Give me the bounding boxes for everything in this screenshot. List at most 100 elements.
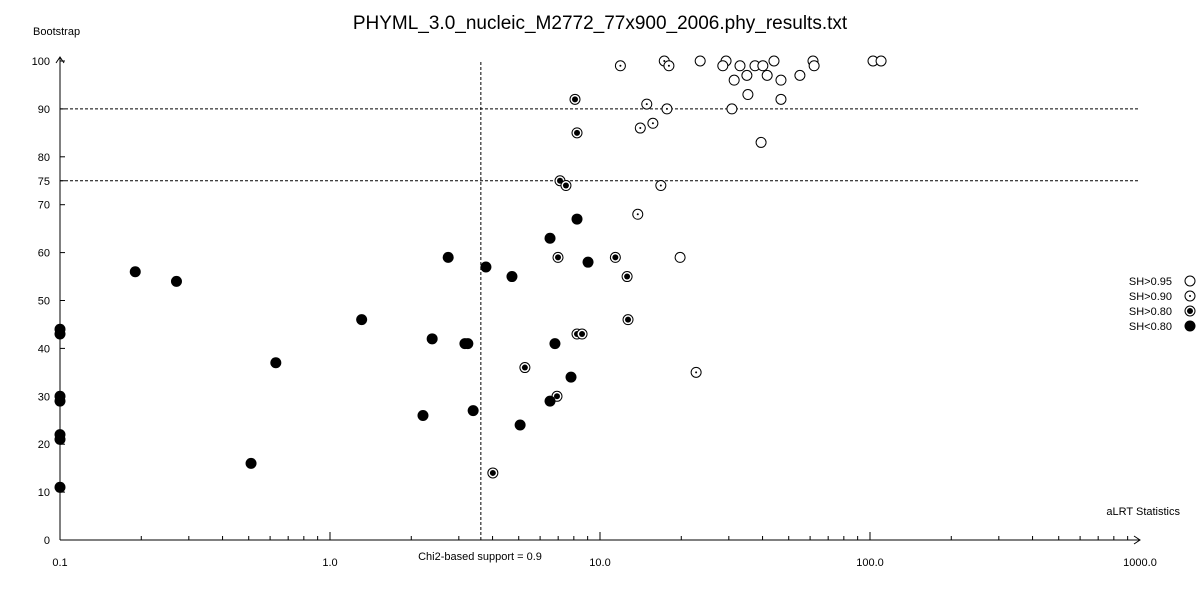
y-tick-label: 70 <box>38 200 50 212</box>
center-dot <box>572 96 579 103</box>
center-dot <box>562 182 569 189</box>
y-tick-label: 20 <box>38 439 50 451</box>
data-point <box>690 366 702 378</box>
x-axis-label: aLRT Statistics <box>1106 506 1180 518</box>
center-dot <box>665 107 668 110</box>
circle-marker <box>742 89 754 101</box>
legend-label: SH<0.80 <box>1129 321 1172 333</box>
data-point <box>632 208 644 220</box>
y-tick-label: 90 <box>38 104 50 116</box>
filled-circle-marker <box>170 275 182 287</box>
center-dot <box>639 127 642 130</box>
y-tick-label: 100 <box>32 56 50 68</box>
data-point <box>506 271 518 283</box>
legend-marker <box>1184 290 1196 302</box>
data-point <box>467 405 479 417</box>
legend-marker <box>1184 275 1196 287</box>
data-point <box>661 103 673 115</box>
data-point <box>775 93 787 105</box>
filled-circle-marker <box>549 338 561 350</box>
data-point <box>742 89 754 101</box>
legend-marker <box>1184 305 1196 317</box>
data-point <box>54 433 66 445</box>
data-point <box>549 338 561 350</box>
chart-title: PHYML_3.0_nucleic_M2772_77x900_2006.phy_… <box>353 13 848 34</box>
y-tick-label: 75 <box>38 176 50 188</box>
circle-marker <box>757 60 769 72</box>
filled-circle-marker <box>426 333 438 345</box>
filled-circle-marker <box>462 338 474 350</box>
filled-circle-marker <box>506 271 518 283</box>
filled-circle-marker <box>565 371 577 383</box>
center-dot <box>489 469 496 476</box>
filled-circle-marker <box>54 395 66 407</box>
data-point <box>356 314 368 326</box>
data-point <box>726 103 738 115</box>
x-tick-label: 1.0 <box>322 557 337 569</box>
data-point <box>245 457 257 469</box>
data-point <box>761 69 773 81</box>
reference-lines <box>60 61 1140 540</box>
filled-circle-marker <box>571 213 583 225</box>
chi2-line-label: Chi2-based support = 0.9 <box>418 551 542 563</box>
center-dot <box>659 184 662 187</box>
center-dot <box>636 213 639 216</box>
data-point <box>514 419 526 431</box>
filled-circle-marker <box>442 251 454 263</box>
data-point <box>487 467 499 479</box>
data-point <box>875 55 887 67</box>
data-point <box>634 122 646 134</box>
x-tick-label: 0.1 <box>52 557 67 569</box>
data-point <box>663 60 675 72</box>
circle-marker <box>808 60 820 72</box>
center-dot <box>625 316 632 323</box>
center-dot <box>574 129 581 136</box>
data-point <box>694 55 706 67</box>
data-point <box>808 60 820 72</box>
circle-marker <box>794 69 806 81</box>
filled-circle-marker <box>514 419 526 431</box>
data-point <box>54 481 66 493</box>
circle-marker <box>728 74 740 86</box>
data-point <box>741 69 753 81</box>
data-points <box>54 55 887 493</box>
circle-marker <box>761 69 773 81</box>
y-tick-label: 0 <box>44 535 50 547</box>
filled-circle-marker <box>54 481 66 493</box>
filled-circle-marker <box>270 357 282 369</box>
x-tick-label: 10.0 <box>589 557 610 569</box>
legend-label: SH>0.90 <box>1129 291 1172 303</box>
center-dot <box>645 103 648 106</box>
data-point <box>544 232 556 244</box>
circle-marker <box>875 55 887 67</box>
filled-circle-marker <box>480 261 492 273</box>
circle-marker <box>741 69 753 81</box>
filled-circle-marker <box>582 256 594 268</box>
center-dot <box>557 177 564 184</box>
data-point <box>621 271 633 283</box>
center-dot <box>619 64 622 67</box>
filled-circle-marker <box>356 314 368 326</box>
data-point <box>426 333 438 345</box>
center-dot <box>555 254 562 261</box>
data-point <box>757 60 769 72</box>
center-dot <box>1189 295 1191 297</box>
circle-marker <box>775 93 787 105</box>
circle-marker <box>717 60 729 72</box>
data-point <box>442 251 454 263</box>
center-dot <box>1187 308 1193 314</box>
y-tick-label: 30 <box>38 391 50 403</box>
legend-label: SH>0.95 <box>1129 276 1172 288</box>
center-dot <box>663 60 666 62</box>
legend: SH>0.95 SH>0.90 SH>0.80 SH<0.80 <box>1129 275 1196 333</box>
data-point <box>734 60 746 72</box>
legend-marker <box>1184 320 1196 332</box>
data-point <box>775 74 787 86</box>
data-point <box>614 60 626 72</box>
center-dot <box>553 393 560 400</box>
circle-marker <box>768 55 780 67</box>
data-point <box>655 180 667 192</box>
data-point <box>576 328 588 340</box>
data-point <box>480 261 492 273</box>
